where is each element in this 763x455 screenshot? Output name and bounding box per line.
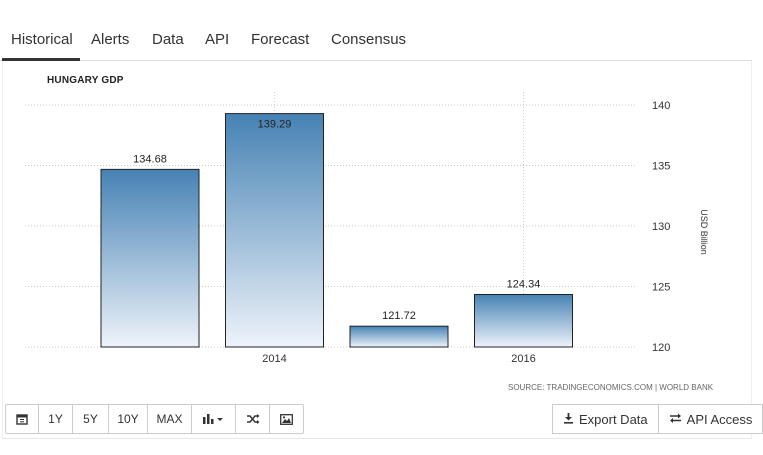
export-data-label: Export Data (579, 411, 648, 427)
chart-type-button[interactable] (191, 404, 236, 434)
y-tick-label: 140 (652, 100, 670, 112)
shuffle-icon (246, 414, 259, 424)
image-button[interactable] (269, 404, 304, 434)
range-10y-button[interactable]: 10Y (108, 404, 148, 434)
x-tick-label: 2016 (511, 353, 535, 365)
y-tick-label: 130 (652, 221, 670, 233)
tab-historical[interactable]: Historical (11, 31, 73, 48)
api-access-label: API Access (686, 411, 753, 427)
calendar-icon (16, 414, 28, 425)
chart-toolbar: 1Y 5Y 10Y MAX (5, 404, 304, 434)
bar-value-label: 134.68 (133, 153, 167, 165)
range-5y-button[interactable]: 5Y (72, 404, 109, 434)
tab-data[interactable]: Data (152, 31, 184, 48)
api-access-button[interactable]: API Access (657, 404, 763, 434)
y-tick-label: 135 (652, 161, 670, 173)
tab-api[interactable]: API (205, 31, 230, 48)
x-tick-label: 2014 (262, 353, 286, 365)
source-text: SOURCE: TRADINGECONOMICS.COM | WORLD BAN… (508, 383, 714, 392)
calendar-button[interactable] (5, 404, 39, 434)
active-tab-indicator (2, 58, 80, 61)
bar-2013 (100, 168, 200, 348)
range-max-button[interactable]: MAX (147, 404, 192, 434)
bar-value-label: 139.29 (258, 119, 292, 131)
compare-button[interactable] (235, 404, 270, 434)
bar-chart: 134.68 139.29 121.72 124.34 120 125 130 135 140… (25, 92, 709, 365)
bar-value-label: 124.34 (507, 278, 541, 290)
tab-consensus[interactable]: Consensus (331, 31, 407, 48)
bar-2014 (225, 113, 324, 348)
y-axis-label: USD Billion (699, 209, 709, 255)
tab-bar: Historical Alerts Data API Forecast Cons… (0, 0, 752, 61)
export-data-button[interactable]: Export Data (552, 404, 659, 434)
tab-forecast[interactable]: Forecast (251, 31, 310, 48)
bar-2015 (349, 325, 449, 348)
chart-panel (2, 61, 752, 439)
download-icon (563, 412, 574, 427)
range-1y-button[interactable]: 1Y (38, 404, 73, 434)
bar-2016 (474, 293, 573, 348)
bar-value-label: 121.72 (382, 310, 416, 322)
bar-chart-dropdown-icon (202, 414, 223, 424)
chart-title: HUNGARY GDP (47, 75, 124, 86)
y-tick-label: 120 (652, 342, 670, 354)
tab-alerts[interactable]: Alerts (91, 31, 130, 48)
exchange-icon (669, 412, 682, 427)
y-tick-label: 125 (652, 282, 670, 294)
action-bar: Export Data API Access (552, 404, 763, 434)
image-icon (280, 413, 293, 425)
